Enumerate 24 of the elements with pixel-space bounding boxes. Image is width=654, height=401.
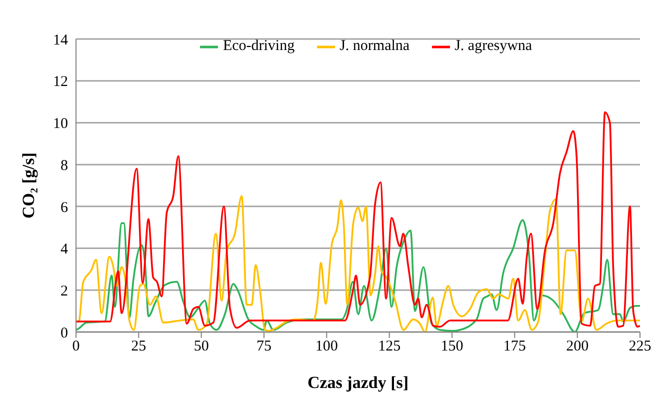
x-tick-label: 175 (503, 338, 526, 355)
x-tick-label: 225 (628, 338, 652, 355)
y-tick-label: 8 (60, 158, 68, 174)
x-tick-label: 0 (72, 338, 80, 355)
x-tick-label: 125 (378, 338, 401, 355)
y-tick-label: 10 (53, 116, 68, 132)
x-tick-label: 100 (315, 338, 338, 355)
y-tick-label: 14 (53, 32, 68, 48)
x-tick-label: 75 (256, 338, 272, 355)
x-tick-label: 50 (194, 338, 209, 355)
y-tick-label: 2 (60, 283, 68, 300)
y-tick-label: 0 (60, 325, 68, 342)
legend-label: J. normalna (340, 38, 410, 55)
x-tick-label: 150 (440, 338, 464, 355)
x-axis-title: Czas jazdy [s] (307, 373, 409, 392)
x-tick-label: 25 (131, 338, 146, 355)
y-tick-label: 4 (60, 242, 68, 258)
legend-label: Eco-driving (222, 38, 295, 55)
y-tick-label: 6 (60, 200, 68, 216)
line-series (76, 111, 640, 329)
y-axis-title: CO₂ [g/s] (18, 152, 38, 219)
legend-label: J. agresywna (454, 38, 532, 55)
y-tick-label: 12 (53, 74, 68, 90)
x-tick-label: 200 (566, 338, 589, 355)
